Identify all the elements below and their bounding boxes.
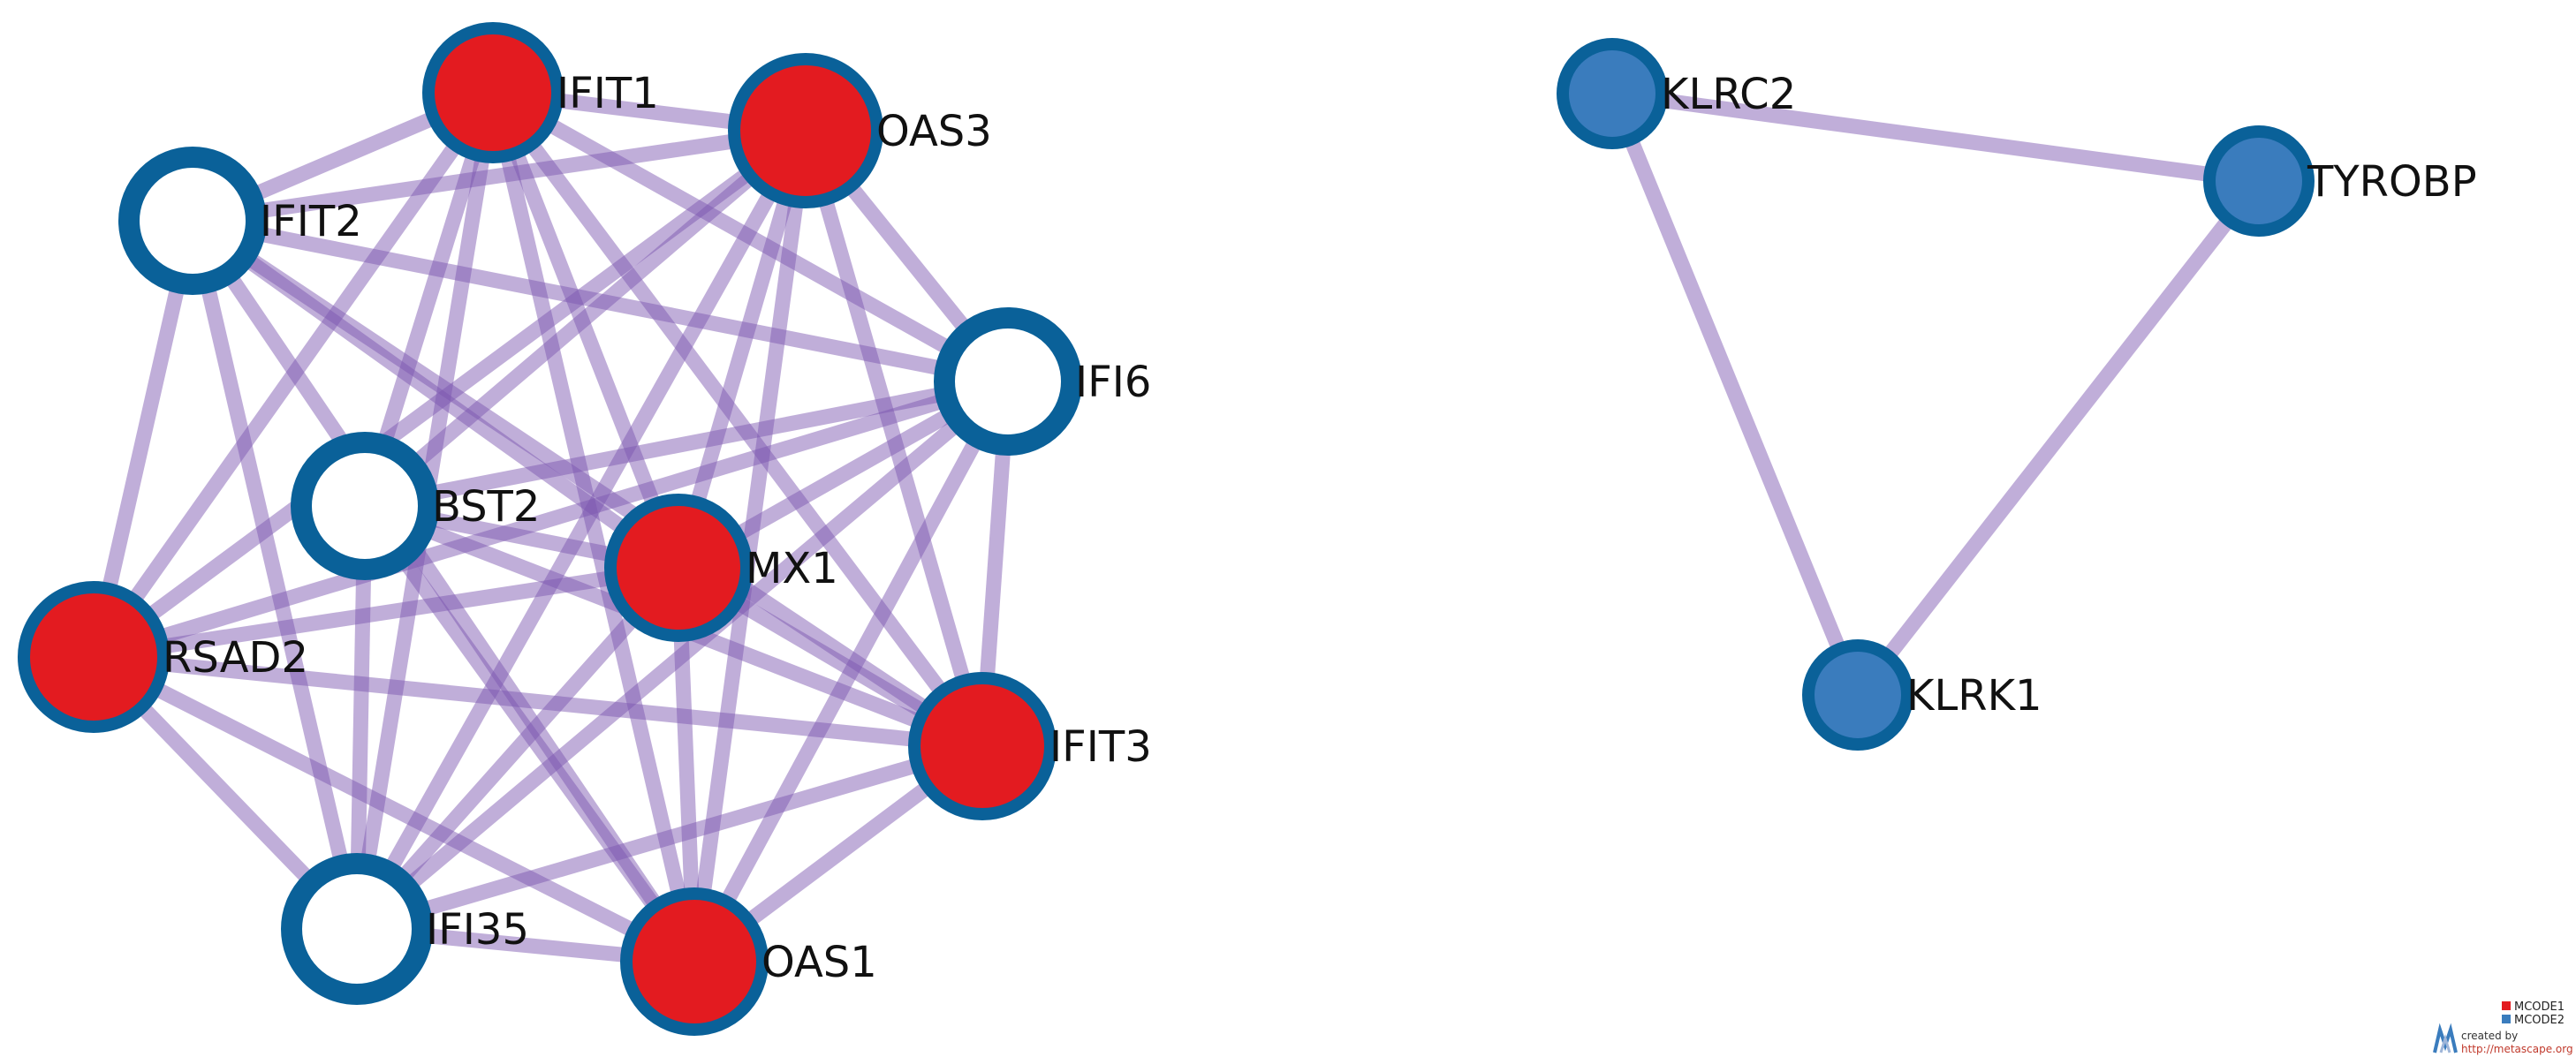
node-label-ifi35: IFI35 — [426, 905, 529, 955]
node-label-ifit1: IFIT1 — [557, 69, 659, 118]
edge-ifi6-oas1 — [687, 377, 1015, 966]
node-label-bst2: BST2 — [432, 482, 540, 532]
node-mx1[interactable]: MX1 — [604, 494, 838, 642]
node-ifit1[interactable]: IFIT1 — [422, 22, 659, 163]
node-klrk1[interactable]: KLRK1 — [1802, 639, 2042, 751]
credit-link[interactable]: http://metascape.org — [2461, 1043, 2573, 1055]
node-layer: IFIT1 OAS3 IFIT2 IFI6 BST2 MX1 RSAD2 IFIT3 IFI35… — [18, 22, 2477, 1036]
node-circle-ifit3[interactable] — [908, 672, 1057, 820]
node-label-ifit3: IFIT3 — [1049, 722, 1152, 772]
node-circle-ifi35[interactable] — [281, 853, 433, 1005]
node-circle-oas1[interactable] — [620, 887, 769, 1036]
edge-tyrobp-klrk1 — [1852, 176, 2265, 700]
legend-label-mcode1: MCODE1 — [2514, 1000, 2565, 1014]
edge-klrc2-klrk1 — [1605, 90, 1865, 698]
edge-ifi6-bst2 — [363, 374, 1010, 514]
node-ifi35[interactable]: IFI35 — [281, 853, 529, 1005]
edge-klrc2-tyrobp — [1610, 86, 2261, 189]
node-ifit2[interactable]: IFIT2 — [118, 147, 362, 295]
node-circle-ifit2[interactable] — [118, 147, 267, 295]
edge-ifit3-ifi35 — [354, 738, 985, 937]
edge-oas3-oas1 — [686, 129, 814, 963]
node-circle-mx1[interactable] — [604, 494, 753, 642]
node-oas1[interactable]: OAS1 — [620, 887, 877, 1036]
legend-swatch-mcode1 — [2502, 1001, 2511, 1010]
edge-ifit1-rsad2 — [87, 88, 499, 661]
edge-ifi6-rsad2 — [91, 374, 1011, 665]
edge-ifi6-ifi35 — [352, 375, 1013, 935]
node-circle-klrc2[interactable] — [1557, 38, 1668, 149]
node-ifit3[interactable]: IFIT3 — [908, 672, 1152, 820]
edge-ifit2-ifit3 — [188, 214, 987, 753]
node-label-ifit2: IFIT2 — [260, 197, 362, 246]
node-circle-bst2[interactable] — [291, 432, 439, 580]
node-circle-rsad2[interactable] — [18, 581, 170, 733]
edge-rsad2-oas1 — [90, 650, 698, 969]
edge-ifit2-ifi35 — [185, 219, 365, 931]
metascape-logo-icon — [2433, 1023, 2458, 1053]
node-label-klrk1: KLRK1 — [1906, 671, 2042, 721]
legend: MCODE1 MCODE2 — [2502, 1000, 2565, 1027]
edge-bst2-oas1 — [359, 502, 701, 966]
edge-oas3-ifit2 — [191, 123, 807, 229]
node-klrc2[interactable]: KLRC2 — [1557, 38, 1796, 149]
node-label-oas3: OAS3 — [876, 107, 992, 156]
node-oas3[interactable]: OAS3 — [728, 53, 992, 208]
edge-ifit1-mx1 — [486, 89, 686, 571]
node-label-ifi6: IFI6 — [1075, 358, 1151, 407]
node-circle-ifit1[interactable] — [422, 22, 564, 163]
edge-mx1-ifi35 — [351, 562, 685, 934]
edge-ifit1-ifit3 — [487, 87, 989, 751]
node-circle-ifi6[interactable] — [934, 307, 1082, 456]
legend-label-mcode2: MCODE2 — [2514, 1014, 2565, 1027]
edge-ifit2-ifi6 — [191, 213, 1010, 389]
node-label-oas1: OAS1 — [761, 938, 877, 987]
edge-oas3-ifit3 — [798, 128, 990, 749]
edge-oas3-bst2 — [360, 125, 811, 512]
node-rsad2[interactable]: RSAD2 — [18, 581, 308, 733]
edge-ifit1-ifi6 — [489, 86, 1012, 389]
node-label-tyrobp: TYROBP — [2307, 157, 2477, 207]
edge-mx1-rsad2 — [92, 560, 680, 665]
legend-swatch-mcode2 — [2502, 1015, 2511, 1023]
node-label-klrc2: KLRC2 — [1661, 70, 1796, 119]
edge-ifit1-oas1 — [485, 91, 702, 963]
edge-ifit2-mx1 — [188, 215, 683, 574]
node-label-rsad2: RSAD2 — [163, 633, 308, 683]
edge-oas3-ifi35 — [350, 126, 813, 933]
node-bst2[interactable]: BST2 — [291, 432, 540, 580]
edge-ifit2-oas1 — [186, 216, 701, 966]
node-ifi6[interactable]: IFI6 — [934, 307, 1151, 456]
edge-rsad2-ifit3 — [93, 649, 983, 754]
node-circle-klrk1[interactable] — [1802, 639, 1913, 751]
node-circle-oas3[interactable] — [728, 53, 883, 208]
node-circle-tyrobp[interactable] — [2203, 125, 2315, 237]
metascape-credit: created by http://metascape.org — [2433, 1023, 2573, 1055]
credit-created-by: created by — [2461, 1030, 2518, 1042]
node-tyrobp[interactable]: TYROBP — [2203, 125, 2477, 237]
edge-oas3-rsad2 — [88, 125, 811, 663]
node-label-mx1: MX1 — [746, 544, 838, 593]
